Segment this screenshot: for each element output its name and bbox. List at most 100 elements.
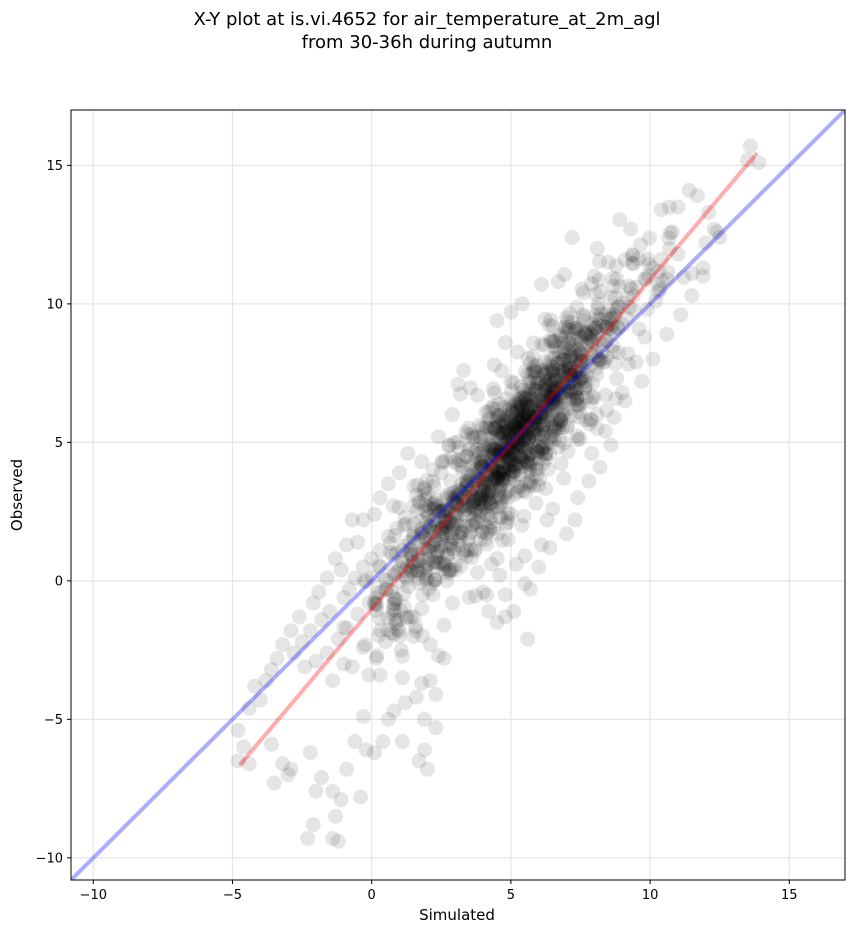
data-point xyxy=(484,400,500,416)
data-point xyxy=(652,281,668,297)
data-point xyxy=(450,376,466,392)
data-point xyxy=(459,501,475,517)
data-point xyxy=(601,321,617,337)
data-point xyxy=(573,396,589,412)
data-point xyxy=(542,446,558,462)
data-point xyxy=(540,391,556,407)
data-point xyxy=(330,833,346,849)
data-point xyxy=(518,415,534,431)
data-point xyxy=(502,450,518,466)
data-point xyxy=(465,496,481,512)
data-point xyxy=(481,483,497,499)
data-point xyxy=(584,390,600,406)
data-point xyxy=(520,420,536,436)
data-point xyxy=(447,454,463,470)
data-point xyxy=(545,364,561,380)
data-point xyxy=(461,473,477,489)
data-point xyxy=(280,767,296,783)
data-point xyxy=(436,502,452,518)
data-point xyxy=(506,463,522,479)
data-point xyxy=(532,405,548,421)
data-point xyxy=(429,492,445,508)
data-point xyxy=(515,390,531,406)
data-point xyxy=(480,491,496,507)
data-point xyxy=(538,373,554,389)
data-point xyxy=(529,357,545,373)
data-point xyxy=(458,498,474,514)
data-point xyxy=(433,537,449,553)
data-point xyxy=(512,479,528,495)
data-point xyxy=(695,260,711,276)
data-point xyxy=(491,466,507,482)
data-point xyxy=(598,333,614,349)
data-point xyxy=(608,391,624,407)
data-point xyxy=(492,509,508,525)
data-point xyxy=(458,448,474,464)
data-point xyxy=(541,317,557,333)
data-point xyxy=(502,461,518,477)
data-point xyxy=(556,385,572,401)
data-point xyxy=(358,573,374,589)
data-point xyxy=(606,325,622,341)
data-point xyxy=(428,686,444,702)
data-point xyxy=(305,817,321,833)
data-point xyxy=(439,487,455,503)
data-point xyxy=(567,385,583,401)
data-point xyxy=(539,377,555,393)
data-point xyxy=(535,418,551,434)
data-point xyxy=(467,474,483,490)
data-point xyxy=(495,471,511,487)
data-point xyxy=(625,288,641,304)
data-point xyxy=(645,260,661,276)
data-point xyxy=(406,530,422,546)
data-point xyxy=(596,336,612,352)
data-point xyxy=(491,469,507,485)
data-point xyxy=(532,471,548,487)
data-point xyxy=(530,477,546,493)
data-point xyxy=(506,424,522,440)
data-point xyxy=(561,361,577,377)
data-point xyxy=(440,502,456,518)
data-point xyxy=(294,634,310,650)
data-point xyxy=(534,336,550,352)
data-point xyxy=(458,424,474,440)
data-point xyxy=(537,404,553,420)
data-point xyxy=(495,447,511,463)
data-point xyxy=(510,436,526,452)
data-point xyxy=(378,573,394,589)
data-point xyxy=(417,711,433,727)
data-point xyxy=(444,595,460,611)
data-point xyxy=(495,461,511,477)
data-point xyxy=(581,330,597,346)
data-point xyxy=(438,503,454,519)
data-point xyxy=(421,581,437,597)
data-point xyxy=(517,576,533,592)
data-point xyxy=(409,562,425,578)
data-point xyxy=(411,552,427,568)
data-point xyxy=(498,445,514,461)
data-point xyxy=(371,557,387,573)
data-point xyxy=(583,327,599,343)
data-point xyxy=(587,320,603,336)
data-point xyxy=(462,483,478,499)
data-point xyxy=(561,344,577,360)
data-point xyxy=(512,414,528,430)
data-point xyxy=(339,761,355,777)
data-point xyxy=(532,386,548,402)
data-point xyxy=(510,484,526,500)
data-point xyxy=(495,471,511,487)
data-point xyxy=(535,397,551,413)
data-point xyxy=(450,489,466,505)
data-point xyxy=(544,395,560,411)
data-point xyxy=(545,390,561,406)
data-point xyxy=(450,457,466,473)
data-point xyxy=(578,337,594,353)
data-point xyxy=(482,510,498,526)
data-point xyxy=(530,444,546,460)
data-point xyxy=(606,409,622,425)
data-point xyxy=(585,334,601,350)
data-point xyxy=(447,562,463,578)
data-point xyxy=(578,377,594,393)
chart-title: X-Y plot at is.vi.4652 for air_temperatu… xyxy=(0,8,854,54)
data-point xyxy=(598,307,614,323)
